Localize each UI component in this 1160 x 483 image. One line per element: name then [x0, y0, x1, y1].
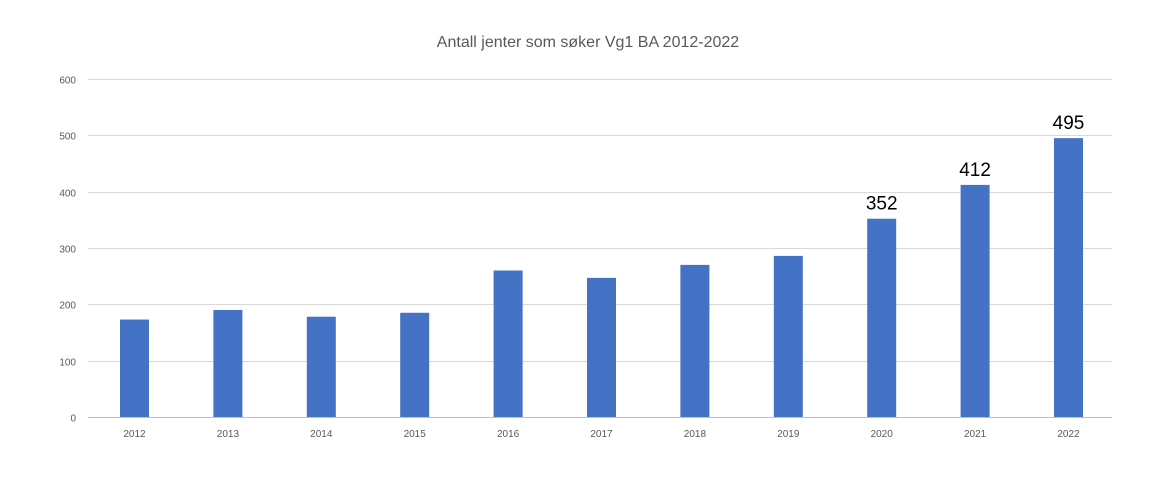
data-label-2021: 412 [959, 160, 991, 181]
x-tick-label: 2012 [123, 429, 146, 440]
bar-2015 [400, 312, 430, 417]
x-axis-ticks: 2012 2013 2014 2015 2016 2017 2018 2019 2020 2021… [123, 429, 1080, 440]
bar-2022 [1054, 138, 1083, 417]
x-tick-label: 2014 [310, 429, 333, 440]
y-tick-label: 100 [59, 358, 76, 369]
y-tick-label: 300 [59, 245, 76, 256]
bar-2016 [493, 270, 523, 417]
bar-2017 [587, 277, 616, 417]
x-tick-label: 2018 [684, 429, 707, 440]
x-tick-label: 2013 [217, 429, 240, 440]
bar-2013 [213, 309, 243, 417]
x-tick-label: 2016 [497, 429, 520, 440]
y-tick-label: 400 [59, 189, 76, 200]
chart-title: Antall jenter som søker Vg1 BA 2012-2022 [437, 34, 739, 51]
data-label-2022: 495 [1053, 113, 1085, 134]
bar-2020 [867, 218, 897, 417]
bars [120, 138, 1083, 417]
x-tick-label: 2021 [964, 429, 987, 440]
y-tick-label: 0 [70, 414, 76, 425]
y-tick-label: 200 [59, 301, 76, 312]
x-tick-label: 2017 [590, 429, 613, 440]
x-tick-label: 2020 [871, 429, 894, 440]
x-tick-label: 2019 [777, 429, 800, 440]
x-tick-label: 2015 [404, 429, 427, 440]
y-axis-ticks: 0 100 200 300 400 500 600 [59, 76, 76, 425]
x-tick-label: 2022 [1057, 429, 1080, 440]
data-labels: 352 412 495 [866, 113, 1085, 215]
data-label-2020: 352 [866, 194, 898, 215]
bar-2018 [680, 264, 710, 417]
bar-2014 [306, 316, 336, 417]
y-tick-label: 500 [59, 132, 76, 143]
bar-2019 [773, 255, 803, 417]
bar-2021 [960, 184, 990, 417]
y-tick-label: 600 [59, 76, 76, 87]
bar-2012 [120, 319, 149, 417]
